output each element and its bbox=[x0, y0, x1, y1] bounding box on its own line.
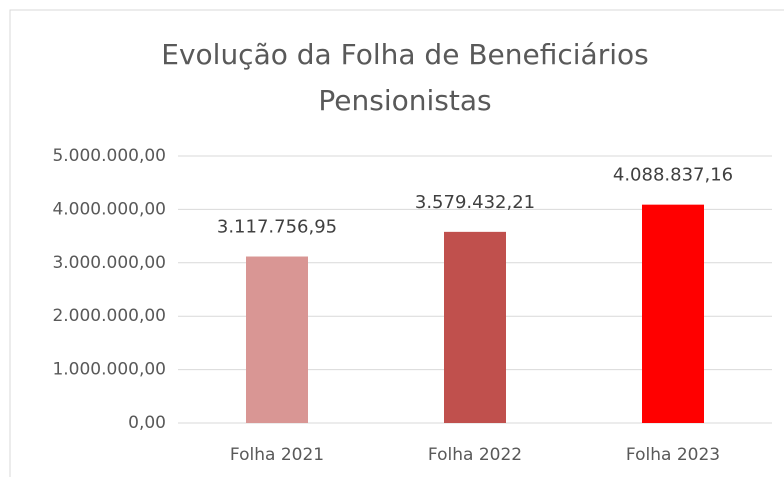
data-label: 3.117.756,95 bbox=[217, 217, 337, 238]
y-tick-label: 2.000.000,00 bbox=[52, 306, 166, 326]
bar bbox=[444, 231, 506, 423]
y-tick-label: 1.000.000,00 bbox=[52, 360, 166, 380]
bar bbox=[642, 204, 704, 423]
y-tick-label: 4.000.000,00 bbox=[52, 199, 166, 219]
x-tick-label: Folha 2021 bbox=[230, 445, 324, 465]
x-tick-label: Folha 2023 bbox=[626, 445, 720, 465]
chart-title: Evolução da Folha de Beneficiários Pensi… bbox=[161, 38, 649, 117]
data-label: 4.088.837,16 bbox=[613, 165, 733, 186]
x-tick-label: Folha 2022 bbox=[428, 445, 522, 465]
chart-border bbox=[9, 9, 784, 477]
bar bbox=[246, 256, 308, 423]
y-tick-label: 0,00 bbox=[128, 413, 166, 433]
y-tick-label: 3.000.000,00 bbox=[52, 253, 166, 273]
data-label: 3.579.432,21 bbox=[415, 192, 535, 213]
y-tick-label: 5.000.000,00 bbox=[52, 146, 166, 166]
